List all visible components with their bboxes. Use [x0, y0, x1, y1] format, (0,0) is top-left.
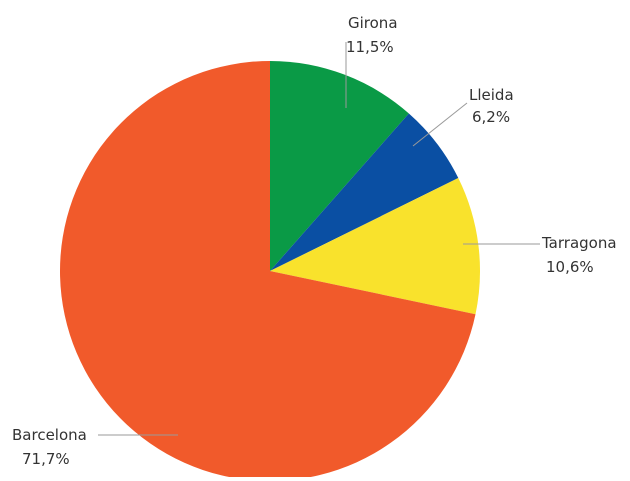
slice-labels: Girona 11,5% Lleida 6,2% Tarragona 10,6% Barce…	[12, 14, 617, 468]
slice-value-girona: 11,5%	[346, 38, 394, 56]
slice-value-barcelona: 71,7%	[22, 450, 70, 468]
slice-value-tarragona: 10,6%	[546, 258, 594, 276]
leader-line-lleida	[412, 102, 468, 147]
slice-value-lleida: 6,2%	[472, 108, 510, 126]
pie-slice-girona	[270, 61, 409, 271]
slice-label-tarragona: Tarragona	[541, 234, 617, 252]
pie-slice-tarragona	[270, 178, 480, 315]
pie-slice-barcelona	[60, 61, 476, 481]
slice-label-barcelona: Barcelona	[12, 426, 87, 444]
slice-label-girona: Girona	[348, 14, 398, 32]
pie-slices	[60, 61, 480, 481]
leader-lines	[98, 42, 540, 436]
pie-slice-lleida	[270, 113, 459, 271]
slice-label-lleida: Lleida	[469, 86, 514, 104]
